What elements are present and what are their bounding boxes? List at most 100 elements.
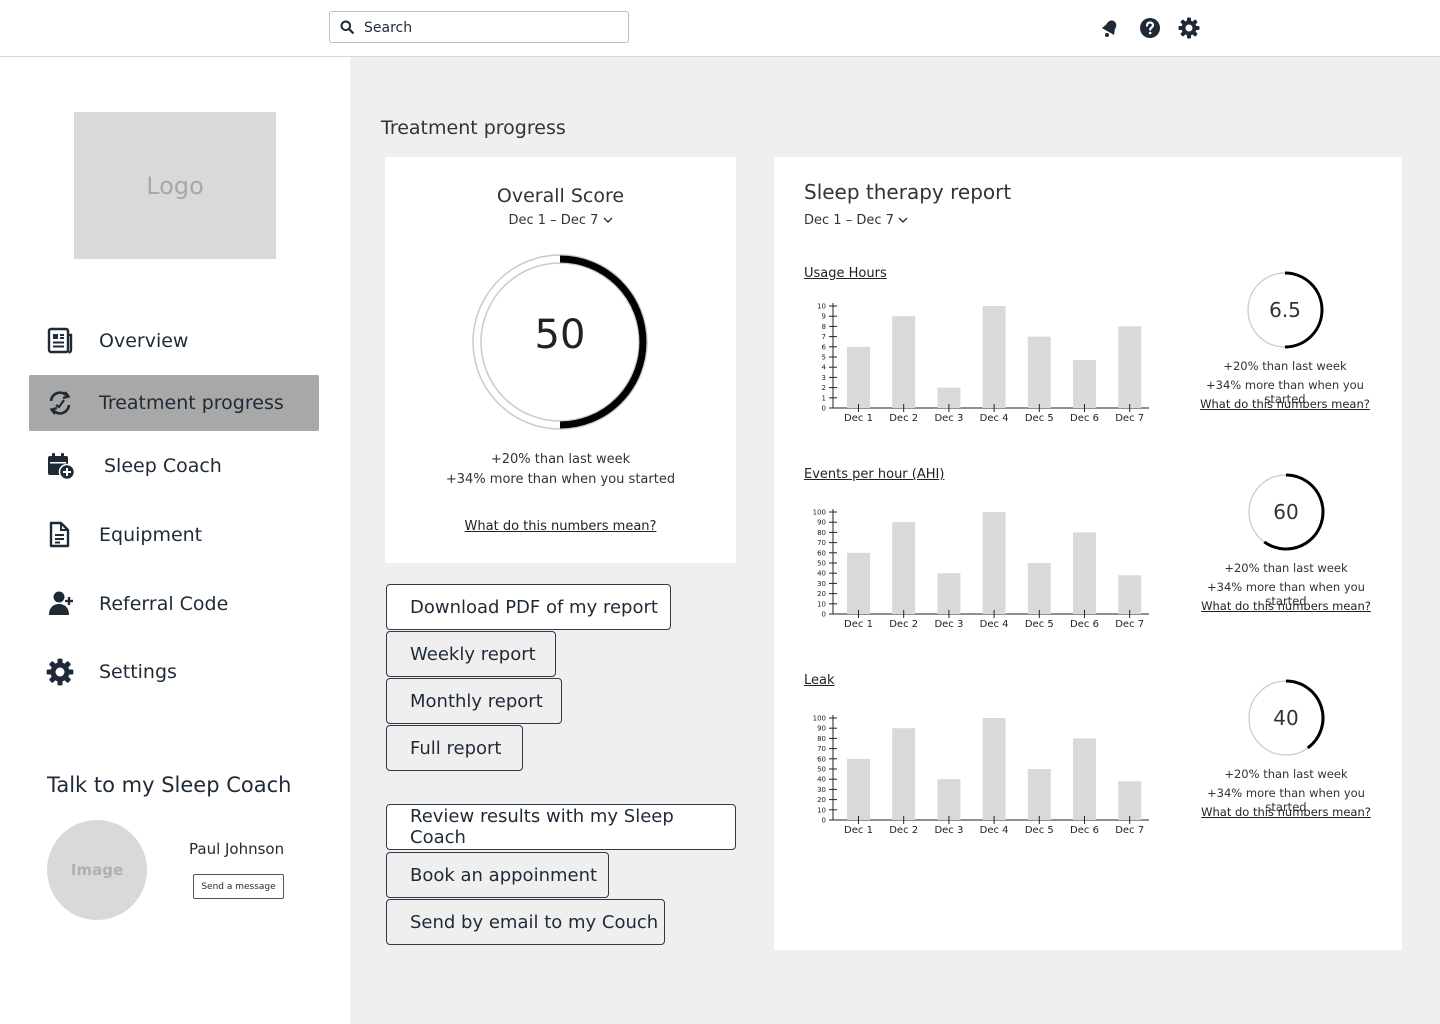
bar [982, 306, 1006, 408]
review-with-coach-button[interactable]: Review results with my Sleep Coach [386, 804, 736, 850]
sidebar-item-label: Sleep Coach [104, 455, 222, 477]
bar [1118, 326, 1142, 408]
x-tick-label: Dec 4 [980, 619, 1009, 630]
send-email-button[interactable]: Send by email to my Couch [386, 899, 665, 945]
coach-section-title: Talk to my Sleep Coach [47, 773, 292, 797]
y-tick-label: 9 [822, 313, 826, 321]
leak-value: 40 [1273, 706, 1299, 730]
y-tick-label: 6 [822, 343, 827, 351]
y-tick-label: 10 [817, 303, 826, 311]
ring-progress-arc [1284, 271, 1324, 349]
score-ring-outer [472, 254, 648, 430]
sidebar-item-overview[interactable]: Overview [29, 313, 319, 369]
search-icon [340, 20, 354, 34]
bar [937, 779, 961, 820]
x-tick-label: Dec 3 [934, 825, 963, 836]
gear-icon[interactable] [1178, 17, 1200, 39]
leak-help-link[interactable]: What do this numbers mean? [1201, 805, 1371, 819]
y-tick-label: 70 [817, 745, 826, 753]
sidebar-item-label: Equipment [99, 524, 203, 546]
y-tick-label: 2 [822, 384, 826, 392]
bar [1027, 563, 1051, 614]
bar [847, 346, 870, 408]
monthly-report-button[interactable]: Monthly report [386, 678, 562, 724]
leak-delta-start: +34% more than when you started [1207, 786, 1365, 814]
ahi-value: 60 [1273, 500, 1299, 524]
bar [937, 573, 961, 614]
chevron-down-icon [898, 217, 908, 223]
y-tick-label: 30 [817, 786, 826, 794]
y-tick-label: 100 [813, 509, 826, 517]
bar [847, 552, 870, 614]
full-report-button[interactable]: Full report [386, 725, 523, 771]
sidebar-item-settings[interactable]: Settings [29, 644, 319, 700]
y-tick-label: 60 [817, 549, 826, 557]
usage-hours-ring [1247, 271, 1324, 349]
y-tick-label: 5 [822, 354, 826, 362]
report-title: Sleep therapy report [804, 180, 1012, 204]
x-tick-label: Dec 1 [844, 619, 873, 630]
bar [892, 316, 916, 408]
bar [1073, 532, 1096, 614]
x-tick-label: Dec 7 [1115, 413, 1144, 424]
help-icon[interactable] [1139, 17, 1161, 39]
search-box[interactable] [329, 11, 629, 43]
score-help-link[interactable]: What do this numbers mean? [464, 519, 657, 534]
ahi-title[interactable]: Events per hour (AHI) [804, 467, 945, 482]
y-tick-label: 50 [817, 560, 826, 568]
overall-score-card [385, 157, 736, 563]
y-tick-label: 0 [822, 817, 826, 825]
send-message-button[interactable]: Send a message [193, 874, 284, 899]
search-input[interactable] [362, 16, 616, 40]
bar [1027, 336, 1051, 408]
x-tick-label: Dec 2 [889, 825, 918, 836]
y-tick-label: 40 [817, 776, 826, 784]
leak-chart: 0 10 20 30 40 50 60 70 80 90 100 Dec 1 Dec 2 Dec 3 Dec… [813, 715, 1149, 836]
x-tick-label: Dec 4 [980, 825, 1009, 836]
x-tick-label: Dec 5 [1025, 413, 1054, 424]
score-ring [472, 254, 648, 430]
bell-icon[interactable] [1099, 17, 1121, 39]
usage-hours-title[interactable]: Usage Hours [804, 266, 887, 281]
gear-icon [46, 658, 74, 686]
y-tick-label: 0 [822, 405, 826, 413]
user-plus-icon [49, 591, 73, 615]
x-tick-label: Dec 3 [934, 413, 963, 424]
ahi-help-link[interactable]: What do this numbers mean? [1201, 599, 1371, 613]
usage-hours-chart: 0 1 2 3 4 5 6 7 8 9 10 Dec 1 Dec 2 Dec 3 Dec 4 Dec 5 Dec… [817, 303, 1149, 424]
y-tick-label: 100 [813, 715, 826, 723]
usage-help-link[interactable]: What do this numbers mean? [1200, 397, 1370, 411]
sidebar-item-label: Referral Code [99, 593, 229, 615]
score-date-range[interactable]: Dec 1 – Dec 7 [385, 213, 736, 228]
sidebar-item-sleep-coach[interactable]: Sleep Coach [29, 438, 319, 494]
score-progress-arc [559, 255, 647, 429]
leak-delta-week: +20% than last week [1224, 767, 1348, 781]
bar [937, 387, 961, 408]
bar [1073, 738, 1096, 820]
sidebar-item-label: Treatment progress [99, 392, 284, 414]
ahi-delta-start: +34% more than when you started [1207, 580, 1365, 608]
bar [1027, 769, 1051, 820]
download-pdf-button[interactable]: Download PDF of my report [386, 584, 671, 630]
top-bar [0, 0, 1440, 57]
x-tick-label: Dec 5 [1025, 825, 1054, 836]
y-tick-label: 10 [817, 806, 826, 814]
x-tick-label: Dec 2 [889, 619, 918, 630]
date-range-label: Dec 1 – Dec 7 [508, 213, 599, 228]
y-tick-label: 90 [817, 519, 826, 527]
x-tick-label: Dec 6 [1070, 619, 1099, 630]
sidebar-item-referral-code[interactable]: Referral Code [29, 576, 319, 632]
bar [1118, 781, 1142, 820]
x-tick-label: Dec 1 [844, 413, 873, 424]
usage-delta-start: +34% more than when you started [1206, 378, 1364, 406]
sidebar-item-equipment[interactable]: Equipment [29, 507, 319, 563]
y-tick-label: 40 [817, 570, 826, 578]
usage-delta-week: +20% than last week [1223, 359, 1347, 373]
weekly-report-button[interactable]: Weekly report [386, 631, 556, 677]
book-appointment-button[interactable]: Book an appoinment [386, 852, 609, 898]
report-date-range[interactable]: Dec 1 – Dec 7 [804, 213, 908, 228]
sidebar-item-treatment-progress[interactable]: Treatment progress [29, 375, 319, 431]
chevron-down-icon [603, 217, 613, 223]
calendar-plus-icon [48, 453, 76, 481]
leak-title[interactable]: Leak [804, 673, 835, 688]
